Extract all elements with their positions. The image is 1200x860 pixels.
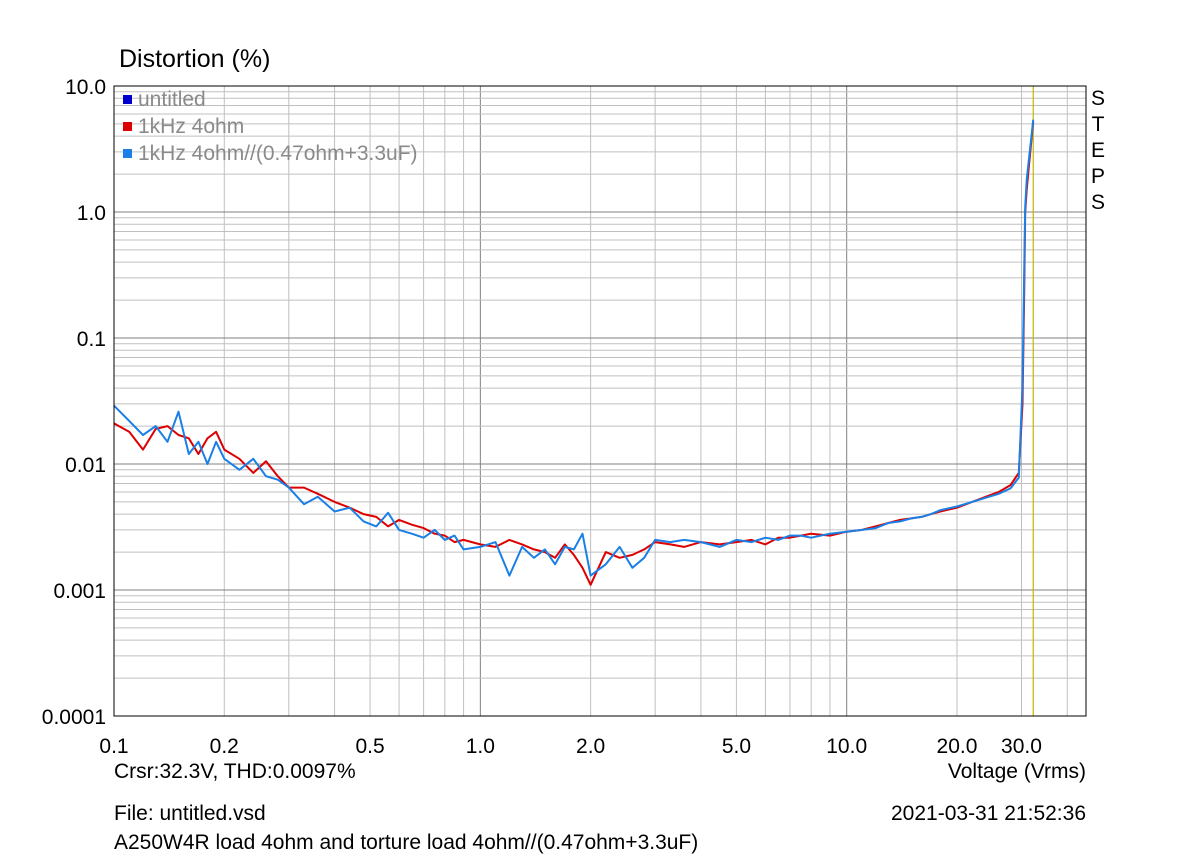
timestamp: 2021-03-31 21:52:36: [891, 802, 1086, 825]
y-axis-title: Distortion (%): [119, 45, 271, 73]
legend-swatch: [123, 148, 132, 158]
x-axis-title: Voltage (Vrms): [947, 760, 1086, 783]
x-tick-label: 1.0: [466, 735, 495, 758]
x-tick-label: 30.0: [1001, 735, 1042, 758]
y-tick-label: 0.1: [77, 328, 106, 351]
x-tick-label: 2.0: [576, 735, 605, 758]
file-name: File: untitled.vsd: [114, 802, 266, 825]
x-tick-label: 20.0: [937, 735, 978, 758]
test-description: A250W4R load 4ohm and torture load 4ohm/…: [114, 831, 699, 854]
series-layer: [113, 119, 1035, 586]
legend-label: 1kHz 4ohm: [138, 115, 245, 138]
legend-item-1khz-4ohm[interactable]: 1kHz 4ohm: [118, 113, 418, 140]
x-tick-label: 0.1: [99, 735, 128, 758]
legend-swatch: [123, 121, 132, 131]
x-tick-labels: 0.1 0.2 0.5 1.0 2.0 5.0 10.0 20.0 30.0: [99, 735, 1042, 758]
y-tick-label: 10.0: [65, 76, 106, 99]
legend-swatch: [123, 94, 132, 104]
y-tick-label: 1.0: [77, 202, 106, 225]
y-tick-label: 0.001: [53, 580, 106, 603]
cursor-readout: Crsr:32.3V, THD:0.0097%: [114, 760, 356, 783]
series-line-2: [113, 119, 1035, 577]
legend-item-torture-load[interactable]: 1kHz 4ohm//(0.47ohm+3.3uF): [118, 140, 418, 167]
legend-item-untitled[interactable]: untitled: [118, 86, 418, 113]
y-tick-label: 0.01: [65, 454, 106, 477]
y-tick-labels: 10.0 1.0 0.1 0.01 0.001 0.0001: [42, 76, 106, 729]
legend-label: 1kHz 4ohm//(0.47ohm+3.3uF): [138, 142, 418, 165]
x-tick-label: 0.2: [210, 735, 239, 758]
steps-label: STEPS: [1090, 87, 1105, 214]
legend: untitled 1kHz 4ohm 1kHz 4ohm//(0.47ohm+3…: [118, 86, 418, 167]
series-line-1: [113, 121, 1035, 586]
plot-frame: [113, 85, 1087, 717]
x-tick-label: 5.0: [722, 735, 751, 758]
x-tick-label: 10.0: [826, 735, 867, 758]
legend-label: untitled: [138, 88, 206, 111]
y-tick-label: 0.0001: [42, 706, 106, 729]
x-tick-label: 0.5: [355, 735, 384, 758]
grid-lines: [114, 86, 1086, 716]
